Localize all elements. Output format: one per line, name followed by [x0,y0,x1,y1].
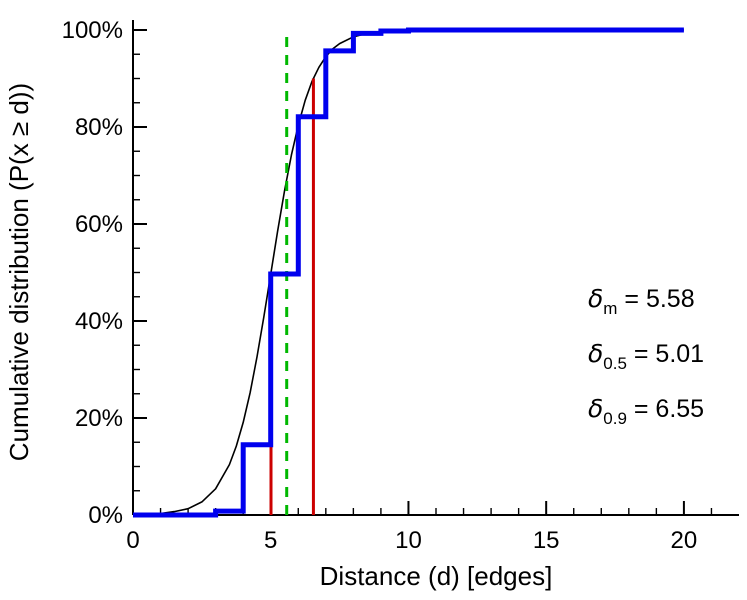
y-axis-title: Cumulative distribution (P(x ≥ d)) [4,83,34,461]
x-tick-label: 20 [671,527,698,554]
delta-subscript: m [603,299,617,318]
delta-symbol: δ [588,394,603,423]
delta-value: = 5.58 [617,285,694,313]
delta-subscript: 0.5 [603,354,627,373]
plot-area: 0 5 10 15 20 0% 20% 40% 60% 80% 100% [62,17,739,554]
y-tick-label: 20% [75,405,123,432]
annotation-delta-p90: δ0.9 = 6.55 [588,394,704,428]
x-tick-label: 5 [264,527,277,554]
delta-value: = 6.55 [627,395,704,423]
y-tick-label: 40% [75,308,123,335]
annotation-delta-mean: δm = 5.58 [588,284,695,318]
y-tick-label: 80% [75,114,123,141]
y-tick-label: 100% [62,17,123,44]
annotation-delta-median: δ0.5 = 5.01 [588,339,704,373]
empirical-cdf-line [133,27,684,518]
y-tick-label: 0% [88,502,123,529]
x-tick-label: 15 [533,527,560,554]
annotations-block: δm = 5.58 δ0.5 = 5.01 δ0.9 = 6.55 [588,284,704,428]
fitted-cdf-line [160,29,684,515]
x-tick-label: 0 [126,527,139,554]
y-tick-label: 60% [75,211,123,238]
x-tick-label: 10 [395,527,422,554]
delta-subscript: 0.9 [603,409,627,428]
delta-symbol: δ [588,284,603,313]
delta-value: = 5.01 [627,340,704,368]
delta-symbol: δ [588,339,603,368]
x-axis-title: Distance (d) [edges] [320,561,553,591]
